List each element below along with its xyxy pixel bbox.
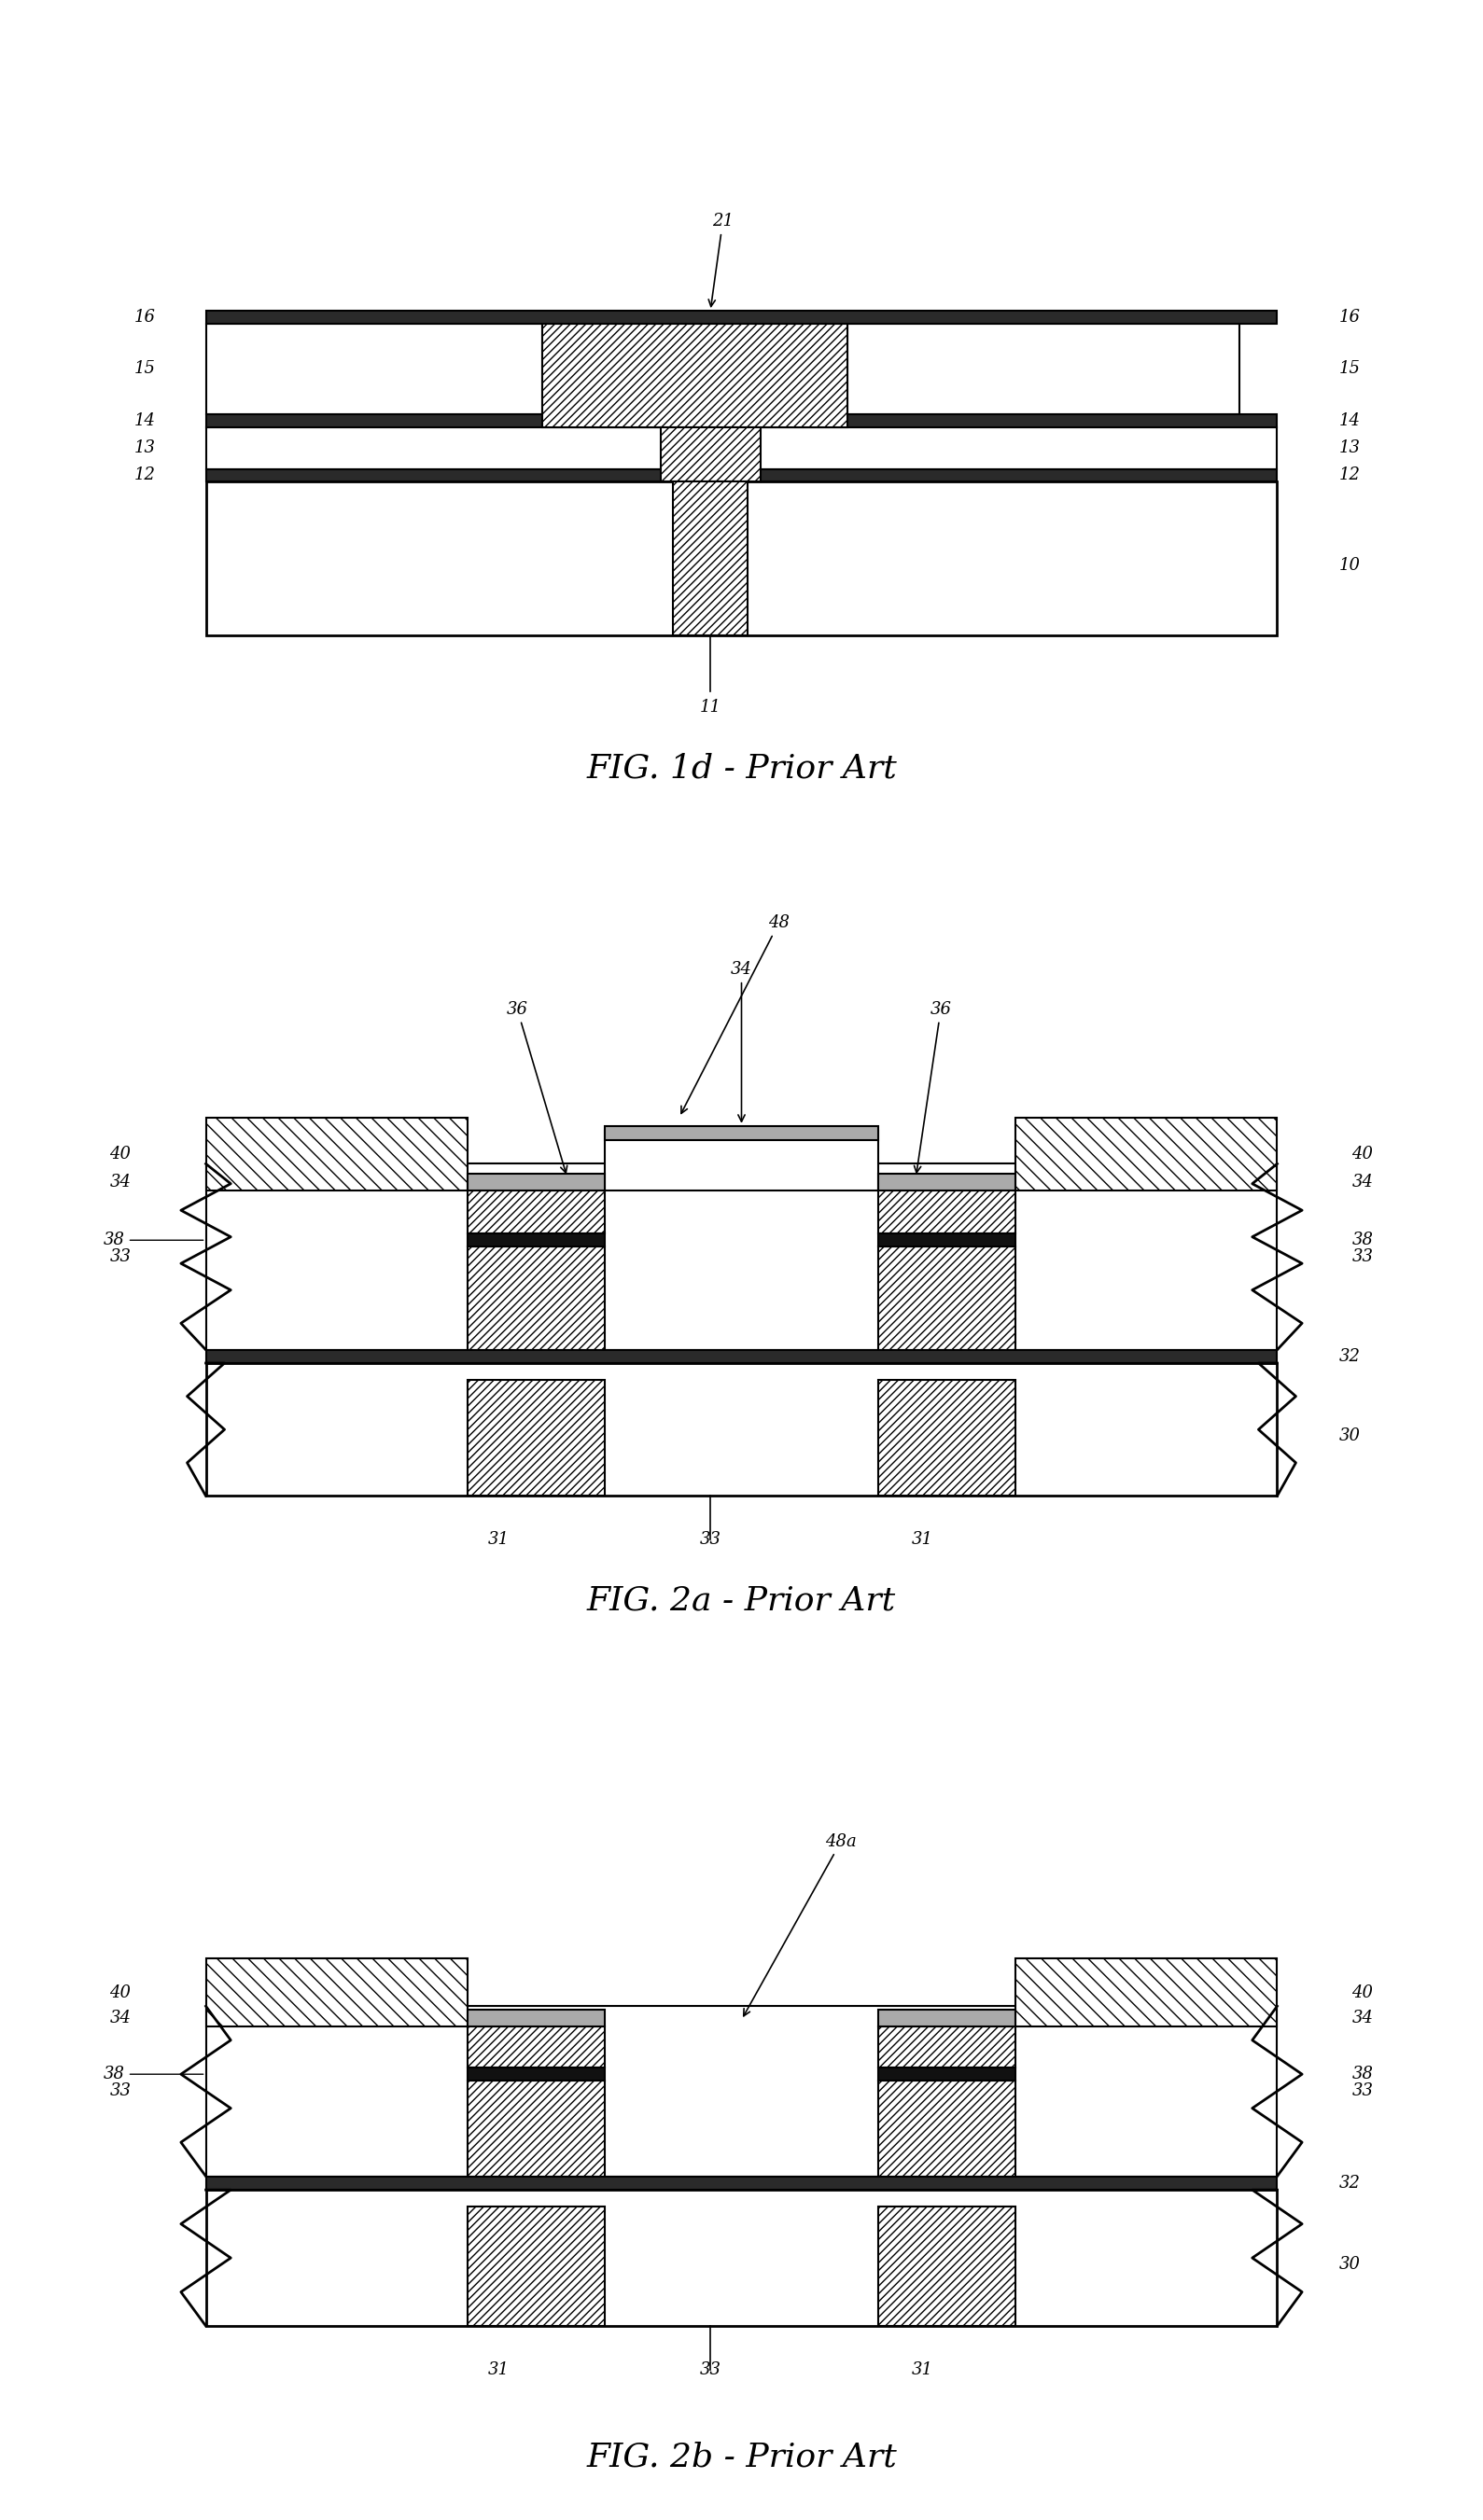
Bar xyxy=(467,2208,605,2326)
Text: 34: 34 xyxy=(1352,1174,1373,1192)
Text: FIG. 2b - Prior Art: FIG. 2b - Prior Art xyxy=(586,2442,897,2472)
Bar xyxy=(1016,1958,1277,2026)
Bar xyxy=(878,2082,1016,2177)
Text: 38: 38 xyxy=(104,2066,203,2082)
Text: 40: 40 xyxy=(1352,1147,1373,1162)
Bar xyxy=(847,323,1240,413)
Text: 12: 12 xyxy=(135,466,156,484)
Bar xyxy=(673,481,747,635)
Bar xyxy=(605,1126,878,1142)
Text: 32: 32 xyxy=(1339,1348,1361,1366)
Text: 30: 30 xyxy=(1339,2255,1361,2273)
Bar xyxy=(878,1174,1016,1189)
Text: 40: 40 xyxy=(1352,1983,1373,2001)
Bar xyxy=(467,1189,605,1232)
Bar xyxy=(206,1958,467,2026)
Text: 34: 34 xyxy=(1352,2011,1373,2026)
Bar xyxy=(543,323,847,426)
Text: 38: 38 xyxy=(1352,2066,1373,2082)
Bar xyxy=(878,2008,1016,2026)
Text: 13: 13 xyxy=(1339,438,1361,456)
Bar xyxy=(467,2082,605,2177)
Text: 21: 21 xyxy=(709,212,734,307)
Text: 30: 30 xyxy=(1339,1429,1361,1444)
Bar xyxy=(206,1351,1277,1363)
Text: 16: 16 xyxy=(1339,310,1361,325)
Bar xyxy=(467,1174,605,1189)
Text: 33: 33 xyxy=(110,2084,131,2099)
Bar xyxy=(467,2008,605,2026)
Bar xyxy=(878,1378,1016,1497)
Text: 15: 15 xyxy=(135,360,156,378)
Text: 40: 40 xyxy=(110,1983,131,2001)
Bar xyxy=(206,323,543,413)
Bar xyxy=(206,310,1277,323)
Text: 16: 16 xyxy=(135,310,156,325)
Bar xyxy=(206,469,1277,481)
Text: 12: 12 xyxy=(1339,466,1361,484)
Text: 34: 34 xyxy=(731,960,752,1121)
Bar xyxy=(206,2006,1277,2177)
Text: 13: 13 xyxy=(135,438,156,456)
Bar xyxy=(206,2190,1277,2326)
Text: 33: 33 xyxy=(700,2361,721,2379)
Text: 33: 33 xyxy=(1352,1247,1373,1265)
Text: 31: 31 xyxy=(912,2361,933,2379)
Text: 32: 32 xyxy=(1339,2175,1361,2192)
Bar xyxy=(467,1232,605,1247)
Text: 48: 48 xyxy=(681,915,789,1114)
Text: 14: 14 xyxy=(135,413,156,428)
Bar xyxy=(878,2208,1016,2326)
Bar xyxy=(467,2026,605,2066)
Text: 31: 31 xyxy=(488,2361,509,2379)
Bar xyxy=(605,1131,878,1189)
Text: 36: 36 xyxy=(914,1000,952,1172)
Bar xyxy=(878,2066,1016,2082)
Text: 34: 34 xyxy=(110,2011,131,2026)
Text: FIG. 2a - Prior Art: FIG. 2a - Prior Art xyxy=(587,1585,896,1615)
Text: 33: 33 xyxy=(1352,2084,1373,2099)
Bar xyxy=(206,426,1277,469)
Bar xyxy=(206,481,1277,635)
Bar xyxy=(878,1232,1016,1247)
Bar xyxy=(467,2066,605,2082)
Text: 36: 36 xyxy=(507,1000,567,1172)
Text: FIG. 1d - Prior Art: FIG. 1d - Prior Art xyxy=(586,753,897,784)
Text: 11: 11 xyxy=(700,698,721,716)
Bar xyxy=(1016,1116,1277,1189)
Text: 10: 10 xyxy=(1339,557,1361,575)
Bar xyxy=(206,1363,1277,1497)
Bar xyxy=(206,413,1277,426)
Text: 15: 15 xyxy=(1339,360,1361,378)
Bar xyxy=(206,1164,1277,1351)
Bar xyxy=(467,1378,605,1497)
Text: 33: 33 xyxy=(700,1530,721,1547)
Text: 31: 31 xyxy=(488,1530,509,1547)
Text: 14: 14 xyxy=(1339,413,1361,428)
Bar xyxy=(660,426,761,481)
Bar xyxy=(878,1189,1016,1232)
Text: 34: 34 xyxy=(110,1174,131,1192)
Text: 38: 38 xyxy=(104,1232,203,1247)
Bar xyxy=(206,1116,467,1189)
Bar xyxy=(878,2026,1016,2066)
Text: 48a: 48a xyxy=(743,1832,857,2016)
Text: 31: 31 xyxy=(912,1530,933,1547)
Text: 33: 33 xyxy=(110,1247,131,1265)
Bar xyxy=(878,1247,1016,1351)
Bar xyxy=(467,1247,605,1351)
Text: 40: 40 xyxy=(110,1147,131,1162)
Text: 38: 38 xyxy=(1352,1232,1373,1247)
Bar xyxy=(206,2177,1277,2190)
